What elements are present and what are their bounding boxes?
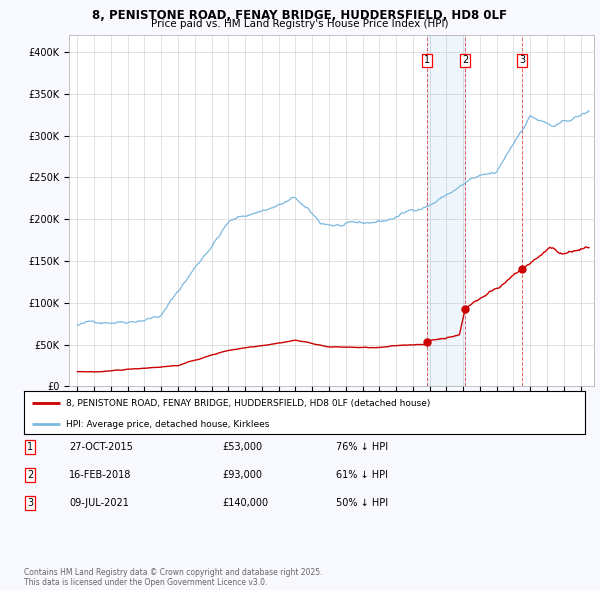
Text: 16-FEB-2018: 16-FEB-2018 bbox=[69, 470, 131, 480]
Text: £93,000: £93,000 bbox=[222, 470, 262, 480]
Text: £53,000: £53,000 bbox=[222, 442, 262, 451]
Text: 50% ↓ HPI: 50% ↓ HPI bbox=[336, 499, 388, 508]
Text: 76% ↓ HPI: 76% ↓ HPI bbox=[336, 442, 388, 451]
Text: HPI: Average price, detached house, Kirklees: HPI: Average price, detached house, Kirk… bbox=[66, 420, 269, 429]
Text: 2: 2 bbox=[462, 55, 469, 65]
Text: 09-JUL-2021: 09-JUL-2021 bbox=[69, 499, 129, 508]
Text: Contains HM Land Registry data © Crown copyright and database right 2025.
This d: Contains HM Land Registry data © Crown c… bbox=[24, 568, 323, 587]
Text: 3: 3 bbox=[27, 499, 33, 508]
Text: 2: 2 bbox=[27, 470, 33, 480]
Text: 61% ↓ HPI: 61% ↓ HPI bbox=[336, 470, 388, 480]
Text: Price paid vs. HM Land Registry's House Price Index (HPI): Price paid vs. HM Land Registry's House … bbox=[151, 19, 449, 30]
Text: 8, PENISTONE ROAD, FENAY BRIDGE, HUDDERSFIELD, HD8 0LF: 8, PENISTONE ROAD, FENAY BRIDGE, HUDDERS… bbox=[92, 9, 508, 22]
Text: 1: 1 bbox=[27, 442, 33, 451]
Text: 8, PENISTONE ROAD, FENAY BRIDGE, HUDDERSFIELD, HD8 0LF (detached house): 8, PENISTONE ROAD, FENAY BRIDGE, HUDDERS… bbox=[66, 399, 430, 408]
Text: 27-OCT-2015: 27-OCT-2015 bbox=[69, 442, 133, 451]
Bar bbox=[427, 35, 465, 386]
Text: £140,000: £140,000 bbox=[222, 499, 268, 508]
Text: 3: 3 bbox=[519, 55, 525, 65]
Text: 1: 1 bbox=[424, 55, 430, 65]
